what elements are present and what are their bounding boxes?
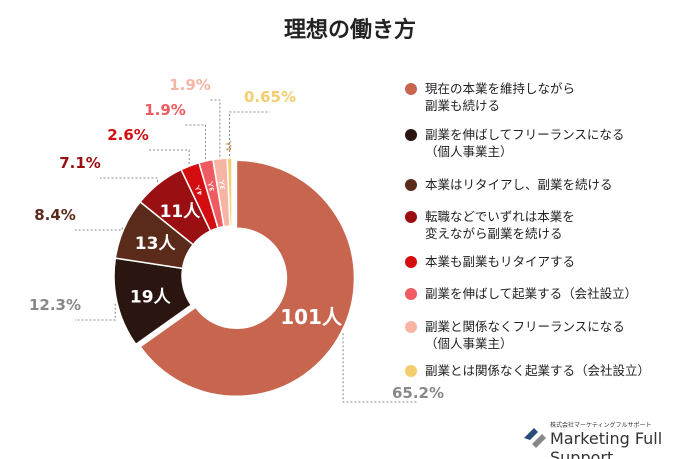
percent-label-5: 1.9% bbox=[144, 101, 186, 119]
slice-7 bbox=[226, 157, 233, 227]
legend-label-line: 副業を伸ばしてフリーランスになる bbox=[425, 127, 625, 142]
legend-item-5: 副業を伸ばして起業する（会社設立） bbox=[405, 285, 637, 302]
legend-swatch-icon bbox=[405, 179, 417, 191]
value-label-1: 19人 bbox=[130, 287, 172, 307]
value-label-3: 11人 bbox=[160, 202, 202, 222]
legend-swatch-icon bbox=[405, 211, 417, 223]
legend-label-line: （個人事業主） bbox=[425, 336, 513, 351]
legend-item-4: 本業も副業もリタイアする bbox=[405, 253, 575, 270]
leader-line-2 bbox=[75, 227, 123, 231]
legend-swatch-icon bbox=[405, 321, 417, 333]
legend-item-3: 転職などでいずれは本業を 変えながら副業を続ける bbox=[405, 208, 575, 242]
legend-label-line: 本業はリタイアし、副業を続ける bbox=[425, 177, 613, 192]
value-label-4: 4人 bbox=[193, 183, 204, 196]
percent-label-0: 65.2% bbox=[392, 384, 444, 402]
leader-line-6 bbox=[210, 99, 221, 157]
value-label-7: 1人 bbox=[225, 140, 233, 151]
legend-item-6: 副業と関係なくフリーランスになる （個人事業主） bbox=[405, 318, 625, 352]
leader-line-0 bbox=[342, 333, 418, 403]
leader-line-7 bbox=[229, 111, 270, 157]
legend-label-line: 副業も続ける bbox=[425, 98, 501, 113]
value-label-2: 13人 bbox=[135, 234, 177, 254]
percent-label-2: 8.4% bbox=[34, 206, 76, 224]
leader-line-3 bbox=[100, 177, 159, 182]
value-label-6: 3人 bbox=[218, 178, 227, 190]
legend-label-line: 副業と関係なくフリーランスになる bbox=[425, 319, 625, 334]
legend-label: 副業と関係なくフリーランスになる （個人事業主） bbox=[425, 318, 625, 352]
slice-0 bbox=[139, 159, 356, 397]
legend-label-line: 副業を伸ばして起業する（会社設立） bbox=[425, 286, 638, 301]
legend-item-1: 副業を伸ばしてフリーランスになる （個人事業主） bbox=[405, 126, 624, 160]
legend-label: 副業を伸ばして起業する（会社設立） bbox=[425, 285, 637, 302]
percent-label-7: 0.65% bbox=[244, 88, 296, 106]
legend-label: 本業はリタイアし、副業を続ける bbox=[425, 176, 613, 193]
logo-company-en: Marketing Full Support bbox=[550, 429, 663, 459]
legend-label: 副業を伸ばしてフリーランスになる （個人事業主） bbox=[425, 126, 624, 160]
leader-line-4 bbox=[148, 149, 190, 164]
company-logo: 株式会社マーケティングフルサポート Marketing Full Support bbox=[522, 420, 700, 459]
value-label-0: 101人 bbox=[280, 305, 343, 329]
percent-label-1: 12.3% bbox=[29, 296, 81, 314]
legend-label-line: 転職などでいずれは本業を bbox=[425, 209, 575, 224]
legend-label: 副業とは関係なく起業する（会社設立） bbox=[425, 362, 650, 379]
legend-label: 現在の本業を維持しながら 副業も続ける bbox=[425, 80, 575, 114]
percent-label-4: 2.6% bbox=[107, 126, 149, 144]
legend-label: 転職などでいずれは本業を 変えながら副業を続ける bbox=[425, 208, 575, 242]
legend-swatch-icon bbox=[405, 83, 417, 95]
legend-swatch-icon bbox=[405, 256, 417, 268]
legend-label: 本業も副業もリタイアする bbox=[425, 253, 575, 270]
leader-line-1 bbox=[75, 303, 116, 321]
value-label-5: 3人 bbox=[206, 180, 216, 193]
legend-label-line: 変えながら副業を続ける bbox=[425, 226, 563, 241]
logo-company-jp: 株式会社マーケティングフルサポート bbox=[550, 422, 652, 429]
leader-line-5 bbox=[185, 124, 206, 159]
legend-swatch-icon bbox=[405, 288, 417, 300]
legend-swatch-icon bbox=[405, 129, 417, 141]
percent-label-6: 1.9% bbox=[169, 76, 211, 94]
legend-item-2: 本業はリタイアし、副業を続ける bbox=[405, 176, 613, 193]
legend-label-line: 現在の本業を維持しながら bbox=[425, 81, 576, 96]
legend-label-line: 本業も副業もリタイアする bbox=[425, 254, 576, 269]
legend-label-line: （個人事業主） bbox=[425, 144, 513, 159]
percent-label-3: 7.1% bbox=[59, 154, 101, 172]
legend-label-line: 副業とは関係なく起業する（会社設立） bbox=[425, 363, 651, 378]
logo-mark-icon bbox=[524, 428, 546, 448]
legend-item-7: 副業とは関係なく起業する（会社設立） bbox=[405, 362, 650, 379]
legend-swatch-icon bbox=[405, 365, 417, 377]
chart-title: 理想の働き方 bbox=[283, 18, 416, 43]
legend-item-0: 現在の本業を維持しながら 副業も続ける bbox=[405, 80, 575, 114]
